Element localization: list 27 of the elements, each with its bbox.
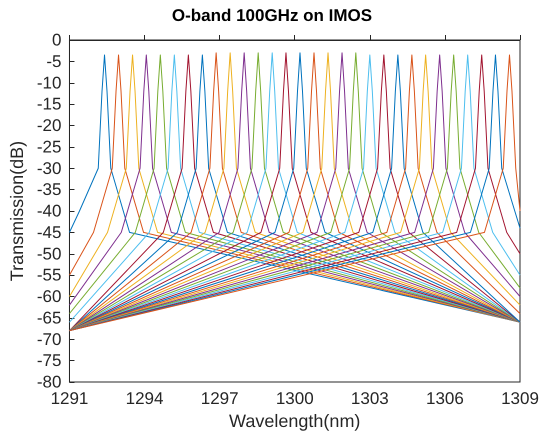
- y-tick-label: -25: [36, 137, 62, 156]
- x-tick-label: 1294: [126, 389, 164, 408]
- x-tick-label: 1300: [276, 389, 314, 408]
- x-tick-label: 1309: [501, 389, 539, 408]
- y-tick-label: -65: [36, 308, 62, 328]
- y-axis-title: Transmission(dB): [7, 140, 27, 282]
- x-tick-label: 1297: [200, 389, 239, 408]
- chart-title: O-band 100GHz on IMOS: [172, 6, 372, 25]
- x-tick-label: 1291: [50, 389, 88, 408]
- y-tick-label: -5: [46, 52, 62, 71]
- x-tick-label: 1306: [426, 389, 464, 408]
- y-tick-label: -55: [36, 266, 62, 285]
- x-axis-title: Wavelength(nm): [229, 410, 360, 431]
- y-tick-label: -15: [36, 94, 62, 114]
- y-tick-label: -60: [36, 287, 62, 306]
- y-tick-label: -80: [36, 372, 62, 392]
- y-tick-label: -30: [36, 158, 62, 178]
- y-tick-label: -70: [36, 330, 62, 349]
- y-tick-label: -45: [36, 222, 62, 242]
- y-tick-label: -20: [36, 116, 62, 135]
- y-tick-label: -50: [36, 244, 62, 264]
- y-tick-label: -40: [36, 202, 62, 220]
- y-tick-label: -75: [36, 351, 62, 370]
- y-tick-label: -35: [36, 180, 62, 200]
- y-tick-label: 0: [52, 30, 62, 50]
- x-tick-label: 1303: [350, 389, 389, 408]
- y-tick-label: -10: [36, 73, 62, 92]
